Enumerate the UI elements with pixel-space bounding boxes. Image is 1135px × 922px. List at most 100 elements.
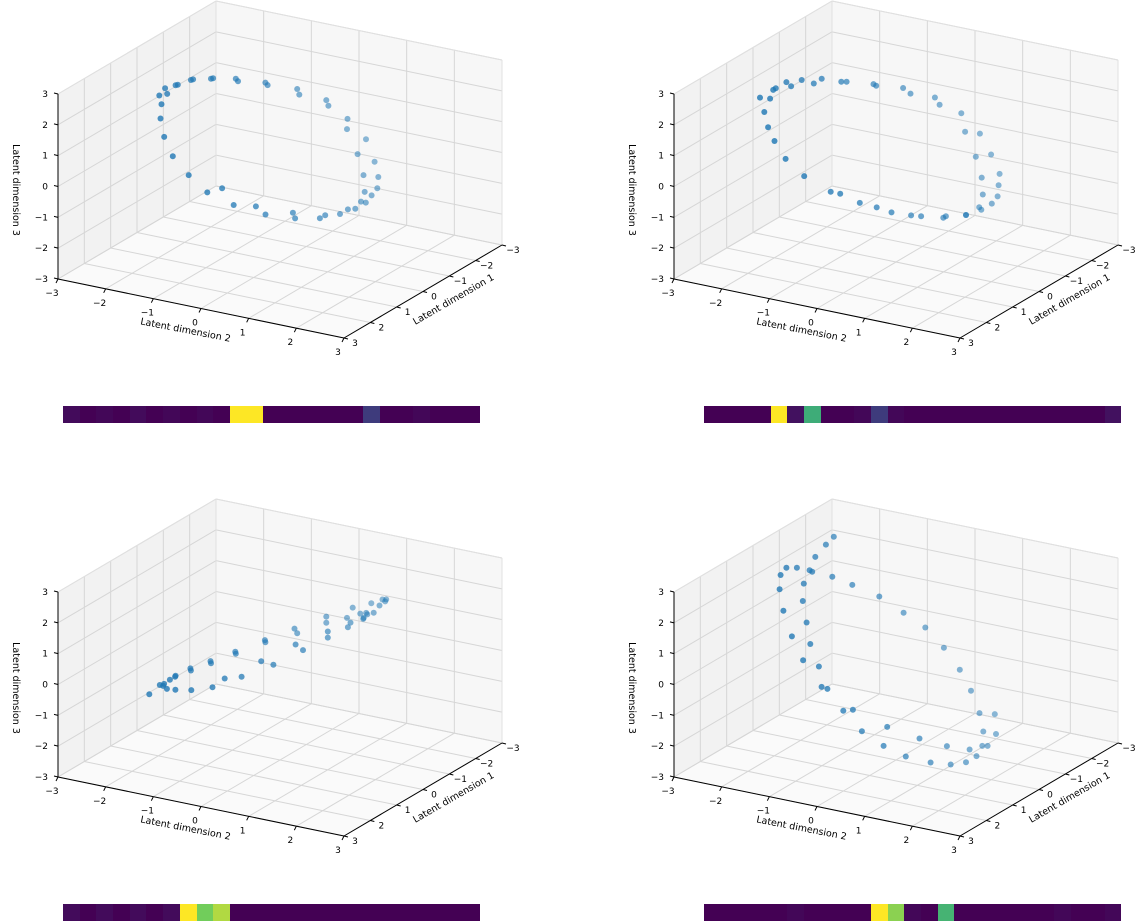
- heatmap-cell: [987, 904, 1005, 921]
- tick-mark: [957, 337, 961, 343]
- heatmap-cell: [380, 904, 397, 921]
- data-point: [838, 78, 845, 85]
- tick-mark: [475, 758, 480, 760]
- tick-mark: [396, 306, 401, 309]
- data-point: [360, 615, 367, 622]
- data-point: [803, 619, 810, 626]
- heatmap-cell: [1037, 406, 1055, 423]
- data-point: [884, 723, 891, 730]
- tick-label-dim2: 1: [240, 826, 246, 836]
- heatmap-cell: [129, 406, 147, 423]
- tick-mark: [1012, 306, 1017, 309]
- tick-mark: [957, 835, 961, 841]
- data-point: [976, 204, 983, 211]
- data-point: [221, 675, 228, 682]
- heatmap-cell: [79, 904, 97, 921]
- tick-label-dim3: −2: [651, 244, 664, 254]
- tick-mark: [246, 318, 250, 323]
- tick-mark: [669, 744, 675, 747]
- tick-label-dim1: 3: [352, 339, 358, 349]
- tick-label-dim3: 0: [42, 681, 48, 691]
- axes-box: −3 −2 −1 0 1 2 3 −3 −2 −1 0 1 2 3 −3 −2 −1 0 1 2 3 Latent dim…: [626, 498, 1135, 856]
- heatmap-cell: [954, 904, 971, 921]
- tick-mark: [246, 816, 250, 821]
- axis-label-dim2: Latent dimension 2: [755, 316, 847, 344]
- data-point: [777, 572, 784, 578]
- data-point: [782, 155, 789, 162]
- heatmap-cell: [770, 904, 788, 921]
- grid-line: [57, 529, 217, 624]
- tick-label-dim3: 1: [42, 650, 48, 660]
- data-point: [822, 541, 829, 548]
- grid-line: [912, 732, 1071, 827]
- heatmap-cell: [1054, 904, 1072, 921]
- data-point: [354, 151, 361, 158]
- data-point: [163, 685, 170, 692]
- data-point: [765, 124, 772, 131]
- data-point: [235, 78, 241, 85]
- heatmap-cell: [837, 406, 855, 423]
- tick-label-dim3: 1: [658, 650, 664, 660]
- data-point: [973, 753, 980, 760]
- tick-mark: [53, 652, 59, 655]
- heatmap-cell: [63, 406, 80, 423]
- tick-label-dim1: −2: [480, 262, 493, 272]
- pane-edge: [673, 498, 833, 593]
- tick-label-dim2: 0: [192, 319, 198, 329]
- heatmap-cell: [413, 406, 431, 423]
- data-point: [996, 170, 1003, 177]
- data-point: [908, 212, 915, 219]
- data-point: [262, 211, 269, 218]
- data-point: [827, 188, 834, 195]
- heatmap-strip-4: [704, 904, 1122, 921]
- data-point: [824, 685, 831, 692]
- data-point: [292, 641, 299, 648]
- data-point: [837, 190, 844, 197]
- data-point: [988, 200, 995, 207]
- data-point: [927, 759, 934, 766]
- data-point: [158, 101, 165, 108]
- data-point: [963, 759, 969, 766]
- tick-mark: [669, 775, 675, 778]
- scatter3d-plot-3: −3 −2 −1 0 1 2 3 −3 −2 −1 0 1 2 3 −3 −2 −1 0 1 2 3 Latent dim…: [10, 498, 520, 856]
- tick-label-dim2: 3: [335, 348, 341, 358]
- grid-line: [215, 529, 503, 590]
- data-point: [788, 633, 795, 640]
- tick-label-dim1: 0: [431, 791, 437, 801]
- tick-label-dim1: 0: [1047, 293, 1053, 303]
- data-point: [922, 624, 929, 631]
- tick-label-dim1: −1: [454, 775, 467, 785]
- data-point: [219, 185, 226, 192]
- tick-mark: [1091, 758, 1096, 760]
- axis-label-dim2: Latent dimension 2: [755, 814, 847, 842]
- tick-label-dim2: −1: [141, 309, 154, 319]
- tick-mark: [293, 327, 297, 333]
- heatmap-cell: [720, 904, 738, 921]
- tick-label-dim2: 1: [856, 328, 862, 338]
- tick-mark: [669, 246, 675, 249]
- heatmap-cell: [179, 406, 197, 423]
- data-point: [978, 174, 985, 181]
- tick-mark: [909, 327, 913, 333]
- data-point: [907, 90, 914, 97]
- data-point: [940, 644, 947, 651]
- heatmap-cell: [79, 406, 97, 423]
- data-point: [371, 158, 378, 165]
- data-point: [270, 661, 277, 668]
- data-point: [374, 185, 381, 192]
- tick-mark: [814, 806, 818, 811]
- heatmap-cell: [446, 904, 464, 921]
- tick-label-dim3: −2: [651, 742, 664, 752]
- heatmap-cell: [1104, 406, 1122, 423]
- data-point: [873, 204, 880, 211]
- data-point: [323, 97, 330, 104]
- heatmap-cell: [1071, 904, 1088, 921]
- tick-label-dim2: 2: [287, 338, 293, 348]
- scatter3d-panel-2: −3 −2 −1 0 1 2 3 −3 −2 −1 0 1 2 3 −3 −2 −1 0 1 2 3 Latent dim…: [616, 0, 1135, 400]
- heatmap-cell: [363, 406, 381, 423]
- data-point: [771, 138, 778, 144]
- data-point: [798, 77, 805, 83]
- heatmap-cell: [1087, 904, 1105, 921]
- data-point: [344, 126, 350, 133]
- data-point: [349, 604, 356, 611]
